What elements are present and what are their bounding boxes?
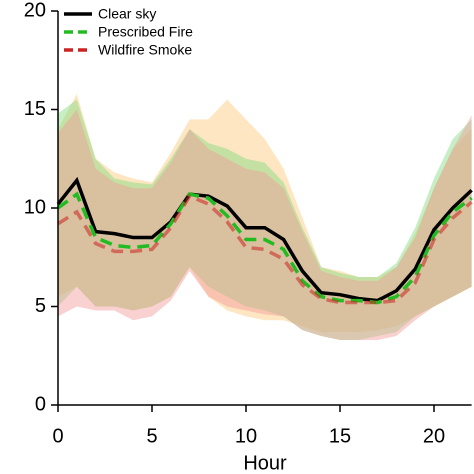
legend-label: Wildfire Smoke: [98, 42, 192, 58]
y-tick-label: 5: [35, 295, 46, 317]
x-tick-label: 10: [235, 425, 257, 447]
confidence-band: [58, 109, 472, 340]
confidence-band: [58, 99, 472, 340]
x-tick-label: 20: [423, 425, 445, 447]
x-axis-title: Hour: [243, 452, 287, 474]
y-tick-label: 15: [24, 98, 46, 120]
legend-label: Prescribed Fire: [98, 24, 193, 40]
y-tick-label: 0: [35, 393, 46, 415]
x-tick-label: 0: [52, 425, 63, 447]
series-line: [56, 191, 473, 305]
x-tick-label: 5: [146, 425, 157, 447]
legend-label: Clear sky: [98, 6, 156, 22]
y-tick-label: 20: [24, 0, 46, 21]
series-line: [57, 193, 473, 305]
series-line: [56, 176, 473, 303]
x-tick-label: 15: [329, 425, 351, 447]
y-tick-label: 10: [24, 196, 46, 218]
confidence-band: [58, 93, 472, 333]
